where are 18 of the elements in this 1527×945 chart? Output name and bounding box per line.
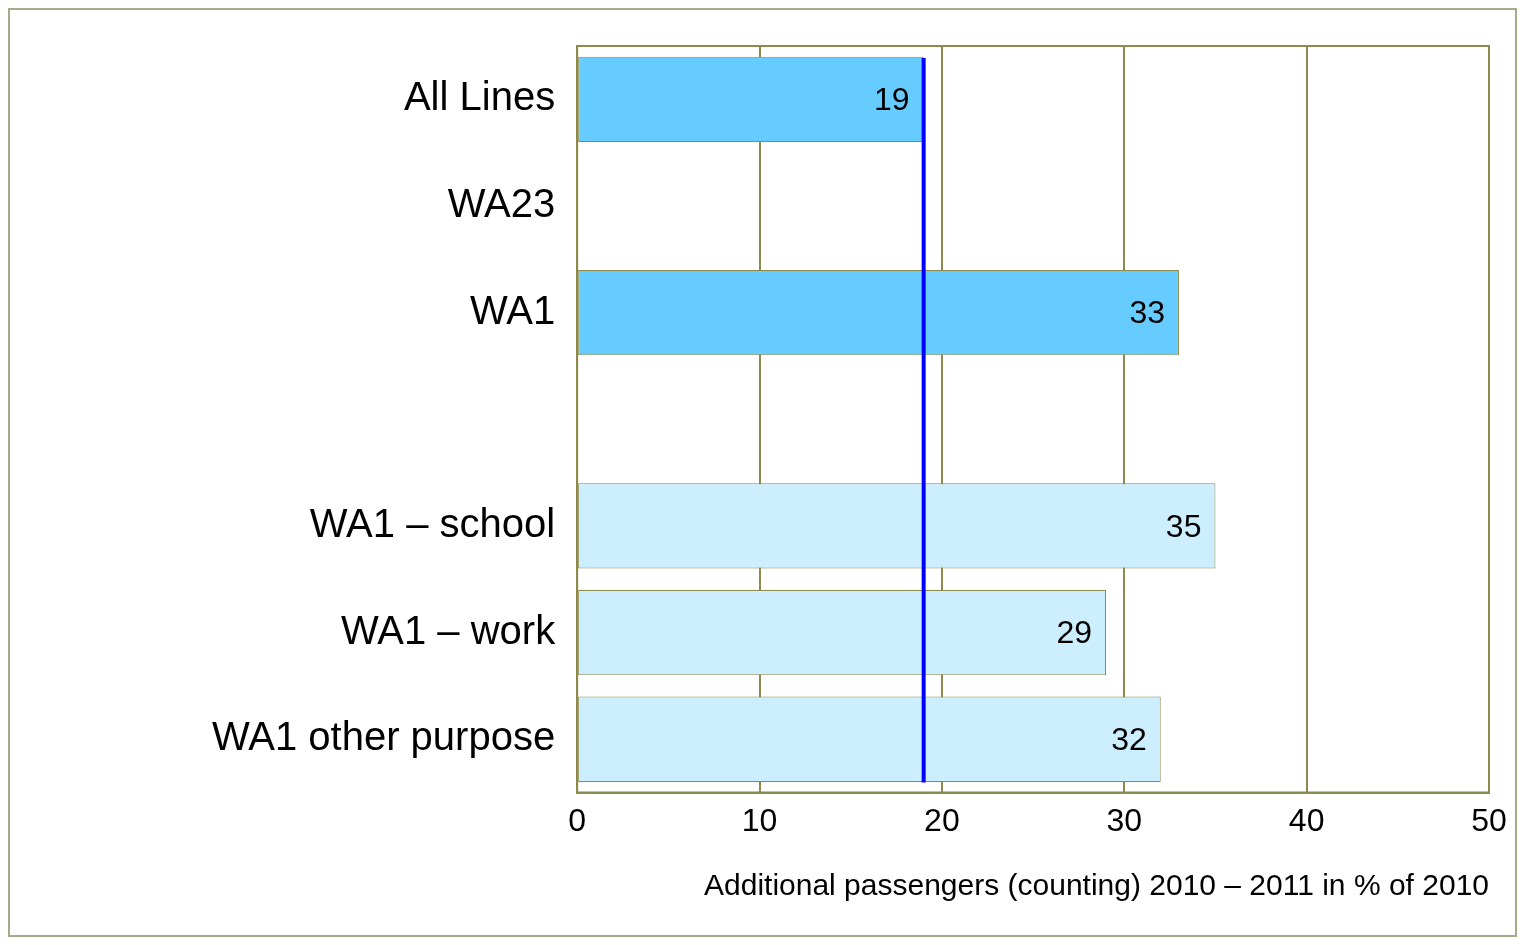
x-axis-title: Additional passengers (counting) 2010 – 2011 in % of 2010 [704, 868, 1489, 902]
y-tick-label: WA1 [469, 287, 556, 332]
x-tick-label: 30 [1106, 801, 1143, 838]
y-tick-label: WA1 – school [309, 500, 556, 545]
x-tick-label: 40 [1288, 801, 1325, 838]
y-tick-label: WA23 [447, 181, 556, 226]
y-tick-label: WA1 other purpose [211, 714, 556, 759]
data-label: 32 [1111, 721, 1147, 758]
x-tick-label: 0 [568, 801, 587, 838]
x-tick-label: 20 [924, 801, 960, 838]
data-label: 29 [1056, 614, 1093, 651]
x-tick-label: 50 [1471, 801, 1507, 838]
data-label: 33 [1129, 294, 1165, 331]
y-tick-label: WA1 – work [341, 607, 557, 652]
data-label: 35 [1165, 507, 1202, 544]
x-tick-label: 10 [741, 801, 778, 838]
y-tick-label: All Lines [403, 74, 556, 119]
data-label: 19 [874, 81, 910, 118]
